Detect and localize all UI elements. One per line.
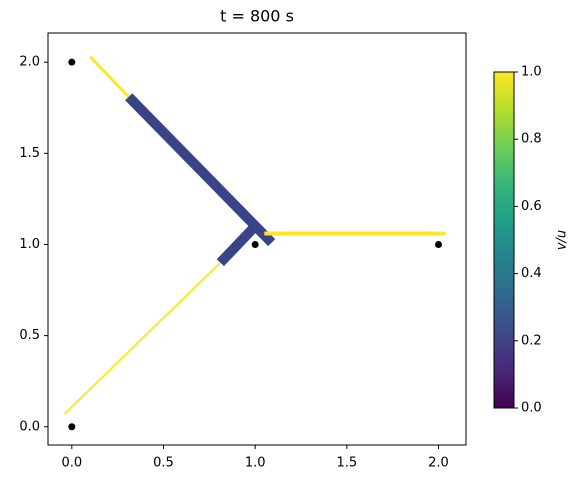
segment xyxy=(63,261,222,415)
x-tick-label: 0.5 xyxy=(153,456,174,471)
node-point xyxy=(251,240,259,248)
segment xyxy=(216,222,259,267)
colorbar-tick-label: 0.6 xyxy=(521,199,542,214)
plot-frame xyxy=(47,32,467,446)
colorbar-label: v/u xyxy=(555,230,570,250)
node-point xyxy=(68,423,76,431)
colorbar-tick-label: 0.0 xyxy=(521,401,542,416)
colorbar xyxy=(493,71,515,409)
chart-title: t = 800 s xyxy=(220,7,294,26)
node-point xyxy=(435,240,442,248)
y-tick-label: 0.5 xyxy=(19,328,40,343)
y-tick-label: 1.5 xyxy=(19,146,40,161)
x-tick-label: 2.0 xyxy=(428,456,449,471)
colorbar-tick-label: 0.2 xyxy=(521,333,542,348)
x-tick-label: 0.0 xyxy=(61,456,82,471)
colorbar-tick-label: 0.8 xyxy=(521,132,542,147)
colorbar-tick-label: 0.4 xyxy=(521,266,542,281)
node-point xyxy=(68,58,76,66)
segment xyxy=(89,55,130,98)
y-tick-label: 0.0 xyxy=(19,419,40,434)
y-tick-label: 1.0 xyxy=(19,237,40,252)
segment xyxy=(125,93,276,247)
colorbar-tick-label: 1.0 xyxy=(521,65,542,80)
x-tick-label: 1.0 xyxy=(245,456,266,471)
x-tick-label: 1.5 xyxy=(336,456,357,471)
y-tick-label: 2.0 xyxy=(19,55,40,70)
